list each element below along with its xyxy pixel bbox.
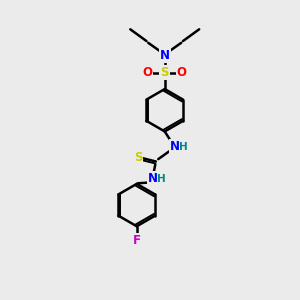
Text: N: N <box>148 172 158 185</box>
Text: N: N <box>170 140 180 153</box>
Text: H: H <box>179 142 188 152</box>
Text: F: F <box>133 234 141 247</box>
Text: O: O <box>177 66 187 80</box>
Text: S: S <box>160 66 169 80</box>
Text: O: O <box>142 66 153 80</box>
Text: N: N <box>160 49 170 62</box>
Text: S: S <box>134 151 142 164</box>
Text: H: H <box>158 174 166 184</box>
